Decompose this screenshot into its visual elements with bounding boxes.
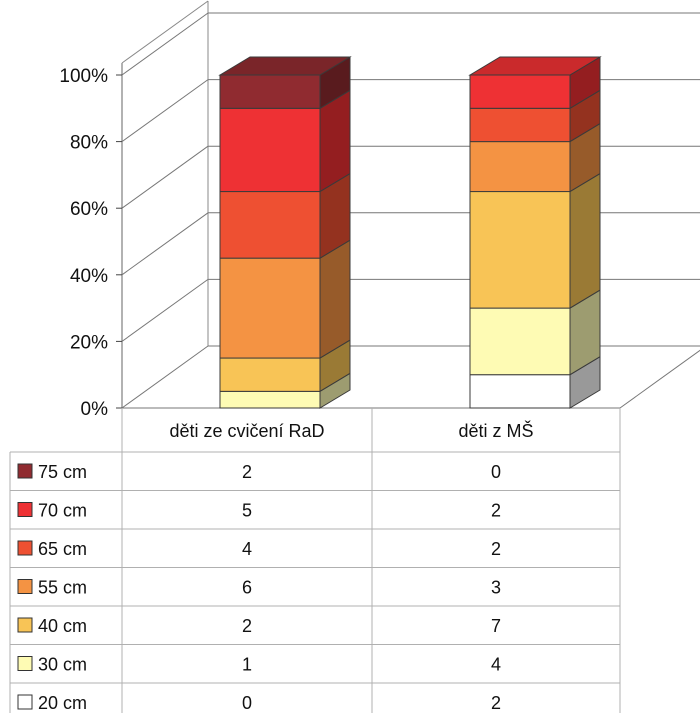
legend-swatch-30-cm	[17, 656, 33, 671]
table-value-20-cm-d-ti-ze-cvi-en-rad: 0	[242, 693, 252, 713]
table-row-40-cm: 40 cm 2 7	[17, 616, 501, 636]
table-value-75-cm-d-ti-z-m: 0	[491, 462, 501, 482]
y-tick-label-4: 80%	[70, 133, 108, 154]
y-tick-label-5: 100%	[59, 66, 108, 87]
gridline-side-2	[121, 212, 209, 276]
table-value-65-cm-d-ti-ze-cvi-en-rad: 4	[242, 539, 252, 559]
table-value-70-cm-d-ti-ze-cvi-en-rad: 5	[242, 501, 252, 521]
bar-segment-d-ti-z-m-30-cm	[469, 289, 601, 376]
bar-segment-d-ti-z-m-70-cm-front	[469, 74, 571, 109]
bar-segment-d-ti-ze-cvi-en-rad-75-cm	[218, 56, 352, 110]
table-row-75-cm: 75 cm 2 0	[17, 462, 501, 482]
table-row-70-cm: 70 cm 5 2	[17, 501, 501, 521]
bar-segment-d-ti-ze-cvi-en-rad-70-cm	[219, 89, 351, 193]
legend-label-40-cm: 40 cm	[38, 616, 87, 636]
data-table: děti ze cvičení RaD děti z MŠ 75 cm 2 0 70 cm…	[9, 408, 621, 713]
legend-swatch-65-cm	[17, 540, 33, 556]
table-value-70-cm-d-ti-z-m: 2	[491, 501, 501, 521]
bar-segment-d-ti-z-m-70-cm-top	[468, 56, 602, 76]
y-axis: 0% 20% 40% 60% 80% 100%	[59, 66, 122, 420]
bar-segment-d-ti-ze-cvi-en-rad-55-cm	[219, 239, 351, 359]
bar-segment-d-ti-z-m-40-cm-front	[469, 191, 571, 309]
floor-right-edge	[619, 349, 700, 409]
table-value-30-cm-d-ti-ze-cvi-en-rad: 1	[242, 655, 252, 675]
y-tick-label-2: 40%	[70, 266, 108, 287]
gridline-side-5	[121, 12, 209, 76]
bar-segment-d-ti-z-m-40-cm	[469, 172, 601, 309]
bar-segment-d-ti-ze-cvi-en-rad-55-cm-side	[319, 239, 351, 359]
table-value-40-cm-d-ti-z-m: 7	[491, 616, 501, 636]
bar-segment-d-ti-z-m-20-cm	[469, 355, 601, 409]
bar-segment-d-ti-z-m-55-cm-front	[469, 141, 571, 193]
gridline-side-1	[121, 278, 209, 342]
gridline-side-3	[121, 145, 209, 209]
bar-segment-d-ti-ze-cvi-en-rad-55-cm-front	[219, 257, 321, 359]
table-row-65-cm: 65 cm 4 2	[17, 539, 501, 559]
legend-label-55-cm: 55 cm	[38, 578, 87, 598]
legend-label-30-cm: 30 cm	[38, 655, 87, 675]
legend-swatch-75-cm	[17, 463, 33, 479]
table-row-55-cm: 55 cm 6 3	[17, 578, 501, 598]
bar-segment-d-ti-ze-cvi-en-rad-30-cm-front	[219, 390, 321, 409]
table-value-30-cm-d-ti-z-m: 4	[491, 655, 501, 675]
bar-segment-d-ti-z-m-40-cm-side	[569, 172, 601, 309]
legend-swatch-70-cm	[17, 502, 33, 517]
bar-d-ti-z-m	[468, 56, 602, 409]
bar-segment-d-ti-z-m-65-cm-front	[469, 107, 571, 143]
table-value-65-cm-d-ti-z-m: 2	[491, 539, 501, 559]
table-value-40-cm-d-ti-ze-cvi-en-rad: 2	[242, 616, 252, 636]
table-value-20-cm-d-ti-z-m: 2	[491, 693, 501, 713]
table-row-30-cm: 30 cm 1 4	[17, 655, 501, 675]
bar-segment-d-ti-ze-cvi-en-rad-40-cm	[219, 339, 351, 393]
legend-label-70-cm: 70 cm	[38, 501, 87, 521]
table-header-d-ti-z-m: děti z MŠ	[458, 420, 533, 441]
bar-segment-d-ti-ze-cvi-en-rad-65-cm	[219, 172, 351, 260]
y-tick-label-1: 20%	[70, 332, 108, 353]
bar-segment-d-ti-ze-cvi-en-rad-65-cm-front	[219, 191, 321, 259]
gridline-side-0	[121, 345, 209, 409]
legend-label-65-cm: 65 cm	[38, 539, 87, 559]
gridline-side-4	[121, 79, 209, 143]
legend-label-20-cm: 20 cm	[38, 693, 87, 713]
legend-swatch-20-cm	[17, 694, 33, 710]
table-row-20-cm: 20 cm 0 2	[17, 693, 501, 713]
bar-segment-d-ti-ze-cvi-en-rad-70-cm-front	[219, 107, 321, 193]
table-header-d-ti-ze-cvi-en-rad: děti ze cvičení RaD	[169, 421, 324, 441]
bar-segment-d-ti-z-m-70-cm	[468, 56, 602, 110]
legend-label-75-cm: 75 cm	[38, 462, 87, 482]
bar-segment-d-ti-z-m-55-cm	[469, 122, 601, 193]
table-value-75-cm-d-ti-ze-cvi-en-rad: 2	[242, 462, 252, 482]
legend-swatch-55-cm	[17, 579, 33, 594]
bar-d-ti-ze-cvi-en-rad	[218, 56, 352, 409]
bar-segment-d-ti-ze-cvi-en-rad-75-cm-top	[218, 56, 352, 76]
bars	[218, 56, 602, 409]
bar-segment-d-ti-z-m-20-cm-front	[469, 374, 571, 409]
y-tick-label-0: 0%	[81, 399, 109, 420]
bar-segment-d-ti-z-m-30-cm-front	[469, 307, 571, 376]
table-value-55-cm-d-ti-ze-cvi-en-rad: 6	[242, 578, 252, 598]
table-value-55-cm-d-ti-z-m: 3	[491, 578, 501, 598]
legend-swatch-40-cm	[17, 617, 33, 633]
bar-segment-d-ti-ze-cvi-en-rad-40-cm-front	[219, 357, 321, 392]
gridlines	[121, 0, 700, 409]
wall-top-edge	[121, 0, 209, 64]
y-tick-label-3: 60%	[70, 199, 108, 220]
bar-segment-d-ti-z-m-65-cm	[469, 89, 601, 143]
bar-segment-d-ti-ze-cvi-en-rad-75-cm-front	[219, 74, 321, 109]
